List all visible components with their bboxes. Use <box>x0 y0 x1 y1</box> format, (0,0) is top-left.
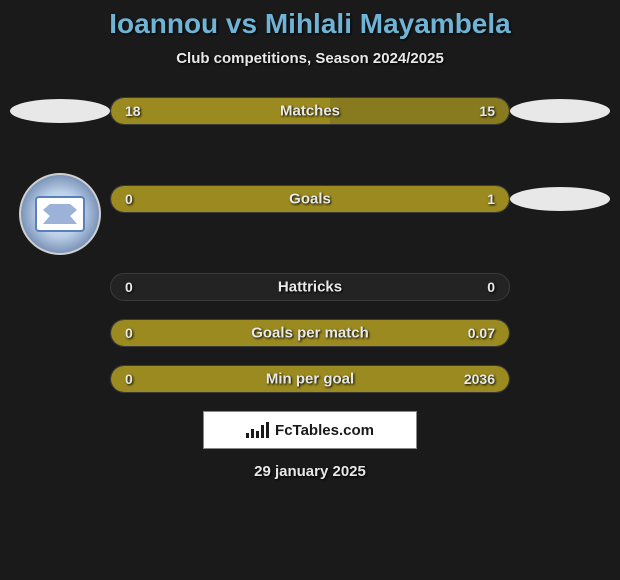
stat-label: Matches <box>280 103 340 120</box>
stat-value-right: 2036 <box>464 371 495 387</box>
stat-label: Goals per match <box>251 325 369 342</box>
player1-placeholder-icon <box>10 99 110 123</box>
stat-value-right: 1 <box>487 191 495 207</box>
stat-bar: 0 Hattricks 0 <box>110 273 510 301</box>
stat-label: Hattricks <box>278 279 342 296</box>
stat-value-right: 0 <box>487 279 495 295</box>
stat-row-mpg: 0 Min per goal 2036 <box>0 365 620 393</box>
player2-placeholder-icon <box>510 99 610 123</box>
date-label: 29 january 2025 <box>0 463 620 480</box>
stat-value-left: 0 <box>125 191 133 207</box>
stat-value-left: 18 <box>125 103 141 119</box>
stat-value-left: 0 <box>125 325 133 341</box>
subtitle: Club competitions, Season 2024/2025 <box>0 50 620 67</box>
stat-bar: 0 Goals 1 <box>110 185 510 213</box>
stat-value-left: 0 <box>125 279 133 295</box>
stat-value-right: 0.07 <box>468 325 495 341</box>
player2-avatar-slot <box>510 99 610 123</box>
stat-value-right: 15 <box>479 103 495 119</box>
brand-chart-icon <box>246 422 269 438</box>
stat-bar: 18 Matches 15 <box>110 97 510 125</box>
player1-club-slot <box>10 143 110 255</box>
stat-row-hattricks: 0 Hattricks 0 <box>0 273 620 301</box>
player2-club-slot <box>510 187 610 211</box>
stat-bar: 0 Min per goal 2036 <box>110 365 510 393</box>
comparison-infographic: Ioannou vs Mihlali Mayambela Club compet… <box>0 0 620 580</box>
stat-label: Goals <box>289 191 331 208</box>
player1-avatar-slot <box>10 99 110 123</box>
club-badge-icon <box>19 173 101 255</box>
player2-club-placeholder-icon <box>510 187 610 211</box>
stat-value-left: 0 <box>125 371 133 387</box>
brand-text: FcTables.com <box>275 422 374 439</box>
stat-bar: 0 Goals per match 0.07 <box>110 319 510 347</box>
stat-label: Min per goal <box>266 371 354 388</box>
stat-row-gpm: 0 Goals per match 0.07 <box>0 319 620 347</box>
stat-row-matches: 18 Matches 15 <box>0 97 620 125</box>
stat-row-goals: 0 Goals 1 <box>0 143 620 255</box>
club-badge-inner-icon <box>35 196 85 232</box>
page-title: Ioannou vs Mihlali Mayambela <box>0 8 620 40</box>
brand-box: FcTables.com <box>203 411 417 449</box>
